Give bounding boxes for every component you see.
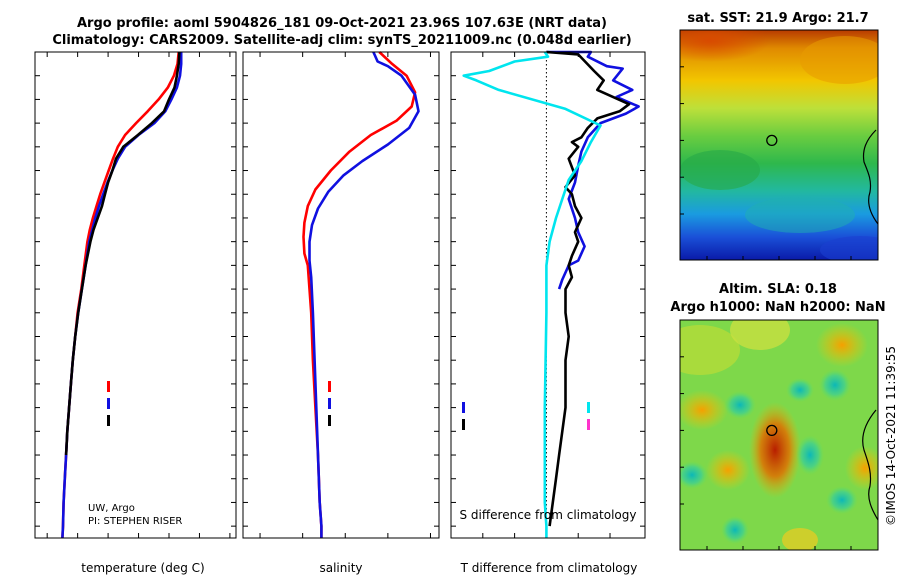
sst-teal-patch — [745, 197, 855, 233]
argo-line — [64, 51, 181, 456]
legend-swatch — [107, 398, 110, 409]
timestamp: ©IMOS 14-Oct-2021 11:39:55 — [884, 346, 898, 526]
satellite-adj-clim--line — [308, 51, 420, 538]
sla-low-patch-3 — [819, 369, 851, 401]
sla-orange-patch-2 — [706, 450, 750, 490]
sla-map-axes — [680, 319, 852, 550]
title-line-2: Climatology: CARS2009. Satellite-adj cli… — [52, 33, 631, 48]
sla-orange-patch-4 — [845, 446, 878, 490]
sla-map-title-1: Altim. SLA: 0.18 — [719, 282, 837, 297]
sla-low-patch-6 — [826, 486, 858, 514]
sst-warm-patch — [680, 30, 770, 62]
argo-location-marker — [766, 424, 778, 437]
sla-low-patch-7 — [721, 516, 749, 544]
sst-green-patch — [680, 150, 760, 190]
climatology-line — [302, 51, 417, 538]
sst-map-title: sat. SST: 21.9 Argo: 21.7 — [687, 11, 868, 26]
credit-line-2: PI: STEPHEN RISER — [88, 516, 182, 527]
salinity-panel — [242, 51, 440, 539]
sla-low-patch-5 — [796, 435, 824, 475]
sla-orange-patch-1 — [680, 390, 728, 430]
credit-line-1: UW, Argo — [88, 503, 135, 514]
legend-swatch — [587, 402, 590, 413]
t-argo-line — [546, 50, 631, 527]
panel-frame — [34, 51, 237, 539]
salinity-xlabel: salinity — [319, 561, 362, 575]
legend-swatch — [107, 381, 110, 392]
legend-swatch — [107, 415, 110, 426]
legend-swatch — [328, 398, 331, 409]
legend-swatch — [462, 402, 465, 413]
sst-map — [680, 30, 878, 260]
sla-coastline — [862, 409, 878, 521]
panel-frame — [242, 51, 440, 539]
sla-map — [680, 320, 878, 550]
legend-swatch — [328, 381, 331, 392]
sla-patch-c — [782, 528, 818, 550]
sst-map-axes — [680, 29, 852, 260]
sla-high-patch — [749, 402, 801, 498]
title-line-1: Argo profile: aoml 5904826_181 09-Oct-20… — [77, 16, 607, 31]
sla-low-patch-2 — [786, 378, 814, 402]
legend-swatch — [587, 419, 590, 430]
sst-cold-patch — [820, 236, 878, 260]
s-satellite-line — [462, 51, 602, 538]
panel-frame — [450, 51, 646, 539]
difference-panel — [450, 50, 646, 539]
t-satellite-line — [546, 50, 640, 290]
sst-warm-patch-east — [800, 36, 878, 84]
sla-orange-patch-3 — [816, 323, 868, 367]
sla-patch-b — [730, 320, 790, 350]
legend-swatch — [462, 419, 465, 430]
sla-low-patch-4 — [680, 461, 708, 489]
legend-swatch — [328, 415, 331, 426]
sla-low-patch-1 — [724, 391, 756, 419]
t-difference-xlabel: T difference from climatology — [460, 561, 638, 575]
sla-patch-a — [680, 325, 740, 375]
argo-location-marker — [766, 134, 778, 147]
sla-map-title-2: Argo h1000: NaN h2000: NaN — [670, 300, 885, 315]
temperature-panel — [34, 51, 237, 539]
s-difference-xlabel: S difference from climatology — [460, 508, 637, 522]
sst-coastline — [862, 129, 878, 225]
temperature-xlabel: temperature (deg C) — [81, 561, 204, 575]
